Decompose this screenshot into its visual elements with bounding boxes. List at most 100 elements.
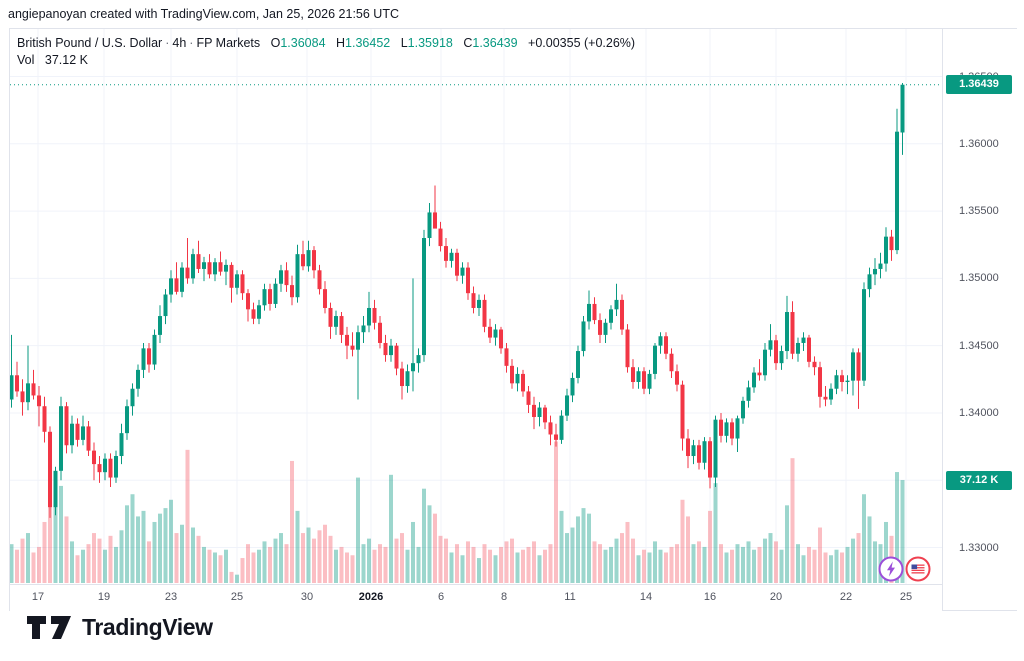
candlestick-plot[interactable] [10,29,942,584]
volume-bar [592,541,597,583]
candle-body [543,407,547,423]
candle-body [636,371,641,382]
candle-body [400,368,404,387]
candle-body [394,345,399,369]
candle-body [785,312,789,352]
volume-bar [554,441,558,583]
candle-body [851,352,855,381]
volume-bar [620,533,624,583]
candle-body [867,274,872,290]
symbol-title[interactable]: British Pound / U.S. Dollar [17,36,163,50]
low-label: L [400,36,408,50]
candle-body [367,307,371,326]
time-axis[interactable]: 17 19 23 25 30 2026 6 8 11 14 16 20 22 25 [10,584,942,611]
volume-bar [416,546,421,583]
time-tick-label: 23 [164,591,178,603]
candle-body [884,236,888,264]
candle-body [730,422,734,439]
volume-bar [279,533,283,583]
time-tick-label: 30 [300,591,314,603]
candle-body [895,131,899,251]
candle-body [257,305,261,319]
volume-bar [108,535,113,583]
candle-body [763,349,767,376]
candle-body [807,337,811,362]
volume-bar [438,535,443,583]
volume-bar [427,505,432,583]
volume-bar [686,516,690,583]
price-axis[interactable]: 1.36439 37.12 K 1.365001.360001.355001.3… [942,29,1017,610]
volume-bar [477,558,481,583]
candle-body [455,252,459,276]
candle-body [845,380,850,382]
legend-separator: · [165,36,170,50]
candle-body [273,283,278,304]
open-value: 1.36084 [280,36,326,50]
us-flag-event-icon[interactable] [905,556,931,582]
candle-body [510,365,514,384]
candle-body [576,351,580,378]
tradingview-logo[interactable]: TradingView [26,614,213,641]
volume-bar [851,538,855,583]
volume-bar [147,541,151,583]
volume-bar [774,541,778,583]
volume-bar [482,544,487,583]
chart-legend: British Pound / U.S. Dollar · 4h · FP Market… [17,35,635,69]
candle-body [433,212,437,229]
volume-bar [367,538,371,583]
price-tick-label: 1.33000 [959,541,999,554]
candle-body [444,246,448,261]
volume-bar [240,558,245,583]
economic-event-lightning-icon[interactable] [878,556,904,582]
time-tick-label: 11 [564,591,576,603]
candle-body [504,348,509,366]
candle-body [834,375,839,389]
volume-bar [862,494,866,583]
volume-bar [114,546,118,583]
volume-bar [499,546,503,583]
candle-body [796,342,800,354]
candle-body [664,336,668,354]
open-label: O [270,36,281,50]
candle-body [477,299,481,308]
volume-bar [169,499,173,583]
candle-body [31,383,36,396]
volume-bar [631,538,635,583]
volume-bar [669,546,674,583]
candle-body [565,395,569,416]
price-tick-label: 1.34000 [959,406,999,419]
volume-bar [449,552,454,583]
volume-bar [895,472,899,583]
volume-badge: 37.12 K [946,470,1012,490]
candle-body [724,422,729,436]
candle-body [378,322,382,343]
volume-bar [356,477,360,583]
close-value: 1.36439 [472,36,518,50]
volume-bar [251,552,256,583]
close-label: C [463,36,473,50]
volume-bar [345,552,349,583]
candle-body [823,396,828,400]
candle-body [284,270,289,286]
volume-bar [625,521,630,583]
candle-body [438,228,443,247]
volume-bar [559,510,564,583]
volume-bar [323,524,327,583]
candle-body [829,388,833,400]
candle-body [708,441,712,478]
volume-bar [570,527,575,583]
candle-body [207,262,212,275]
volume-bar [185,449,190,583]
interval-label[interactable]: 4h [172,36,187,50]
candle-body [48,431,52,508]
candle-body [312,250,316,271]
candle-body [680,384,685,439]
volume-bar [246,544,250,583]
candle-body [317,270,322,290]
volume-bar [867,516,872,583]
volume-bar [196,535,201,583]
volume-bar [664,552,668,583]
time-tick-label: 22 [839,591,853,603]
volume-bar [658,549,663,583]
candle-body [328,307,333,327]
